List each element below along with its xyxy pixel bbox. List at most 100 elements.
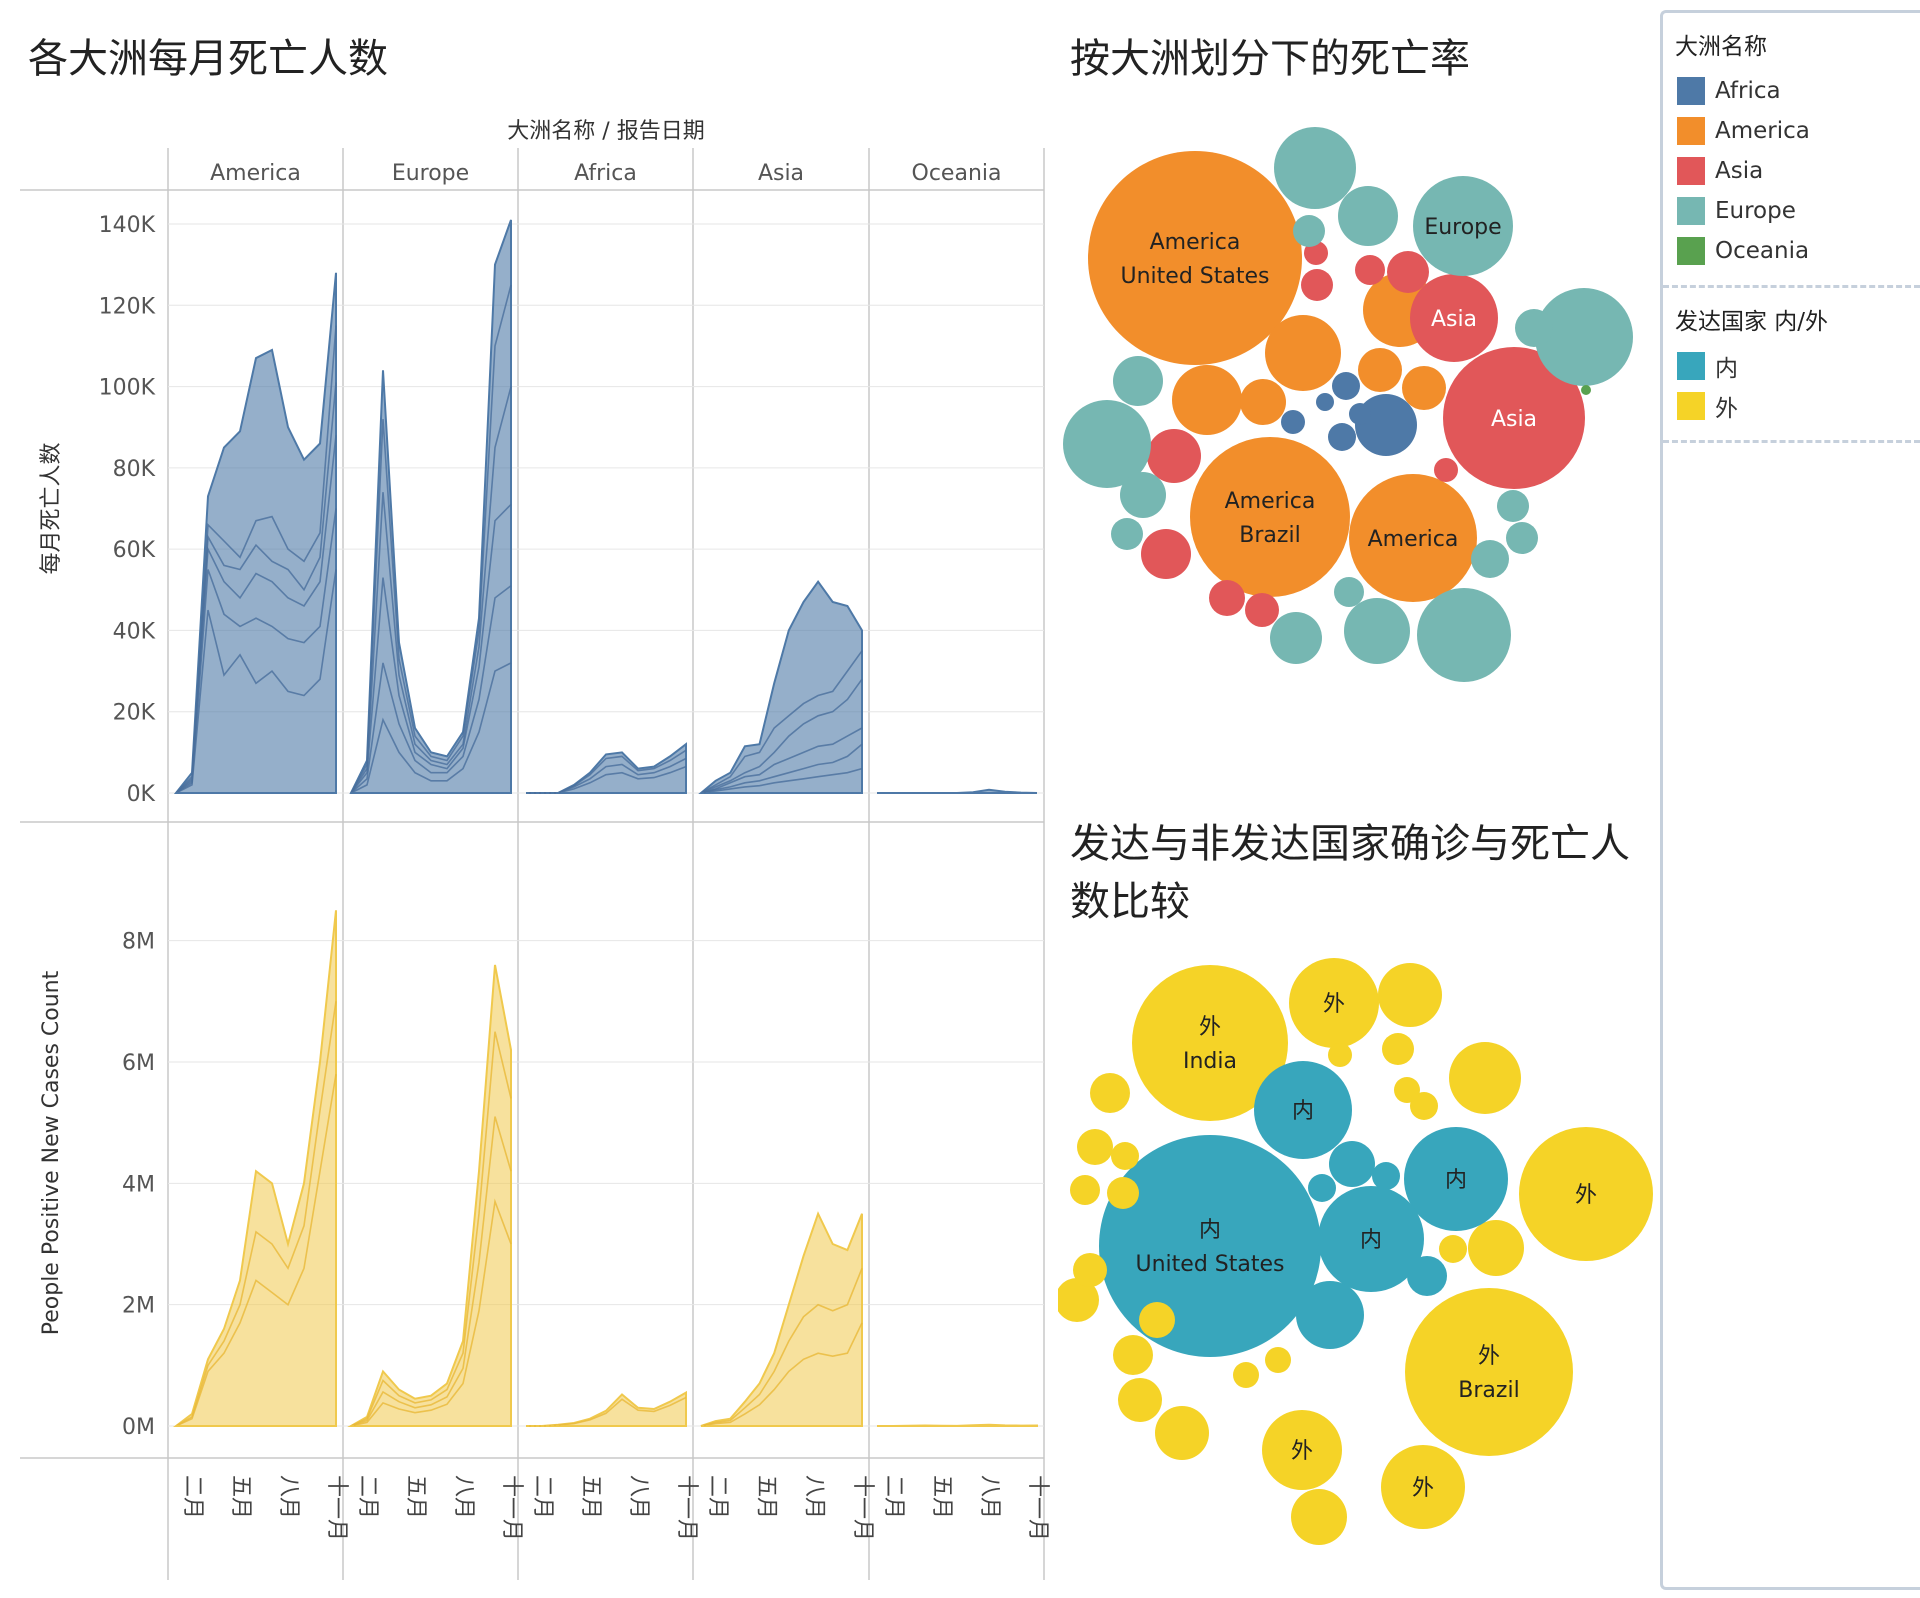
bubble-mark bbox=[1118, 1378, 1162, 1422]
y-tick-label: 0M bbox=[122, 1415, 155, 1440]
legend-continent-item[interactable]: Oceania bbox=[1677, 231, 1920, 271]
bubble-mark bbox=[1402, 366, 1446, 410]
legend-continent-item[interactable]: Asia bbox=[1677, 151, 1920, 191]
bubble-mark bbox=[1515, 309, 1553, 347]
bubble-label: Europe bbox=[1424, 215, 1501, 240]
bubble bbox=[1443, 347, 1585, 489]
x-tick-label: 五月 bbox=[753, 1475, 778, 1519]
legend-label: America bbox=[1715, 118, 1810, 144]
x-tick-label: 五月 bbox=[403, 1475, 428, 1519]
x-tick-label: 十一月 bbox=[499, 1475, 524, 1541]
bubble-labeled: 内 bbox=[1318, 1186, 1424, 1292]
bubble bbox=[1410, 274, 1498, 362]
bubble bbox=[1405, 1288, 1573, 1456]
bubble bbox=[1139, 1302, 1175, 1338]
bubble-mark bbox=[1387, 251, 1429, 293]
bubble bbox=[1349, 403, 1371, 425]
bubble bbox=[1394, 1077, 1420, 1103]
bubble bbox=[1434, 458, 1458, 482]
legend-dev-title: 发达国家 内/外 bbox=[1675, 309, 1829, 335]
bubble-mark bbox=[1301, 269, 1333, 301]
bubble bbox=[1058, 1278, 1099, 1322]
bubble-mark bbox=[1407, 1256, 1447, 1296]
bubble-label: 外 bbox=[1412, 1476, 1434, 1501]
bubble bbox=[1410, 1092, 1438, 1120]
legend-label: Europe bbox=[1715, 198, 1796, 224]
bubble bbox=[1120, 472, 1166, 518]
bubble-mark bbox=[1090, 1073, 1130, 1113]
bubble-mark bbox=[1172, 365, 1242, 435]
x-tick-label: 八月 bbox=[451, 1475, 476, 1519]
bubble-mark bbox=[1449, 1042, 1521, 1114]
bubble-mark bbox=[1308, 1174, 1336, 1202]
bubble bbox=[1407, 1256, 1447, 1296]
bubble-mark bbox=[1070, 1175, 1100, 1205]
legend-divider bbox=[1663, 440, 1920, 443]
bubble-label: 外 bbox=[1199, 1015, 1221, 1040]
bubble-mark bbox=[1265, 1347, 1291, 1373]
bubble-mark bbox=[1316, 393, 1334, 411]
bubble-mark bbox=[1274, 127, 1356, 209]
series-line bbox=[700, 678, 863, 794]
bubble bbox=[1291, 1489, 1347, 1545]
bubble-mark bbox=[1111, 518, 1143, 550]
dev-compare-title: 发达与非发达国家确诊与死亡人数比较 bbox=[1070, 821, 1630, 925]
y-tick-label: 0K bbox=[127, 782, 156, 807]
legend-dev-item[interactable]: 内 bbox=[1677, 346, 1920, 386]
legend-label: Asia bbox=[1715, 158, 1764, 184]
bubble bbox=[1328, 423, 1356, 451]
x-tick-label: 二月 bbox=[705, 1475, 730, 1519]
area-Africa bbox=[526, 742, 687, 794]
legend-continent-item[interactable]: Africa bbox=[1677, 71, 1920, 111]
bubble-labeled: 外 bbox=[1289, 958, 1379, 1048]
bubble-labeled: 内 bbox=[1254, 1061, 1352, 1159]
bubble bbox=[1113, 356, 1163, 406]
series-line bbox=[700, 767, 863, 794]
facet-label: Oceania bbox=[912, 161, 1002, 186]
bubble bbox=[1147, 429, 1201, 483]
bubble bbox=[1262, 1410, 1342, 1490]
bubble-label: America bbox=[1225, 489, 1316, 514]
bubble-label: Asia bbox=[1431, 307, 1477, 332]
bubble-label: America bbox=[1368, 527, 1459, 552]
bubble bbox=[1107, 1177, 1139, 1209]
bubble bbox=[1132, 965, 1288, 1121]
bubble-label: 内 bbox=[1360, 1228, 1382, 1253]
bubble-label: 外 bbox=[1291, 1439, 1313, 1464]
bubble-mark bbox=[1334, 577, 1364, 607]
bubble-mark bbox=[1281, 410, 1305, 434]
bubble bbox=[1209, 580, 1245, 616]
bubble bbox=[1378, 963, 1442, 1027]
legend-swatch bbox=[1677, 77, 1705, 105]
legend-dev-item[interactable]: 外 bbox=[1677, 386, 1920, 426]
bubble-label: Asia bbox=[1491, 407, 1537, 432]
bubble-mark bbox=[1111, 1142, 1139, 1170]
legend-continent-item[interactable]: America bbox=[1677, 111, 1920, 151]
bubble-mark bbox=[1439, 1235, 1467, 1263]
x-tick-label: 八月 bbox=[626, 1475, 651, 1519]
y-tick-label: 140K bbox=[99, 213, 156, 238]
bubble-label: United States bbox=[1136, 1252, 1285, 1277]
bubble bbox=[1328, 1043, 1352, 1067]
bubble-mark bbox=[1073, 1253, 1107, 1287]
bubble-mark bbox=[1113, 356, 1163, 406]
x-tick-label: 五月 bbox=[228, 1475, 253, 1519]
x-tick-label: 五月 bbox=[578, 1475, 603, 1519]
bubble-mark bbox=[1063, 400, 1151, 488]
legend-swatch bbox=[1677, 117, 1705, 145]
facet-area-chart: 大洲名称 / 报告日期 America Europe Africa Asia Oceani… bbox=[0, 100, 1060, 1590]
bubble bbox=[1296, 1281, 1364, 1349]
legend-continent-item[interactable]: Europe bbox=[1677, 191, 1920, 231]
y-tick-label: 20K bbox=[113, 701, 156, 726]
bubble-label: 内 bbox=[1292, 1099, 1314, 1124]
bubble-mark bbox=[1155, 1406, 1209, 1460]
bubble bbox=[1270, 612, 1322, 664]
y-axis-label: 每月死亡人数 bbox=[39, 442, 64, 574]
bubble bbox=[1293, 215, 1325, 247]
facet-label: Europe bbox=[392, 161, 469, 186]
bubble bbox=[1190, 437, 1350, 597]
bubble bbox=[1063, 400, 1151, 488]
x-tick-label: 二月 bbox=[530, 1475, 555, 1519]
area-Asia bbox=[698, 579, 863, 794]
bubble bbox=[1318, 1186, 1424, 1292]
